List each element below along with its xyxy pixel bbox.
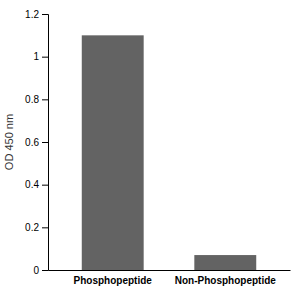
y-tick-label: 0.8 xyxy=(25,94,39,105)
y-tick-mark xyxy=(42,57,48,58)
y-tick: 0.6 xyxy=(25,137,48,148)
chart-svg: 0 0.2 0.4 0.6 0.8 1 1.2 Phosphopeptide Non-Phosp… xyxy=(0,0,300,300)
y-tick: 1.2 xyxy=(25,9,48,20)
x-tick: Phosphopeptide xyxy=(74,275,153,286)
x-axis-line xyxy=(49,270,291,271)
y-tick-label: 0.4 xyxy=(25,179,39,190)
y-tick-mark xyxy=(42,142,48,143)
bar xyxy=(194,255,256,270)
y-tick-label: 0.6 xyxy=(25,137,39,148)
y-tick-label: 1.2 xyxy=(25,9,39,20)
plot: 0 0.2 0.4 0.6 0.8 1 1.2 Phosphopeptide Non-Phosp… xyxy=(25,9,290,286)
y-axis-line xyxy=(42,15,49,271)
bars xyxy=(82,35,256,270)
y-tick-label: 1 xyxy=(33,51,39,62)
y-tick-mark xyxy=(42,185,48,186)
y-tick-label: 0 xyxy=(33,265,39,276)
y-tick: 0.2 xyxy=(25,222,48,233)
y-tick: 1 xyxy=(33,51,48,62)
chart-container: 0 0.2 0.4 0.6 0.8 1 1.2 Phosphopeptide Non-Phosp… xyxy=(0,0,300,300)
y-tick-mark xyxy=(42,270,48,271)
y-tick-label: 0.2 xyxy=(25,222,39,233)
y-tick: 0.8 xyxy=(25,94,48,105)
y-axis: 0 0.2 0.4 0.6 0.8 1 1.2 xyxy=(25,9,48,276)
x-tick-label: Phosphopeptide xyxy=(74,275,153,286)
x-tick-label: Non-Phosphopeptide xyxy=(175,275,277,286)
x-axis: Phosphopeptide Non-Phosphopeptide xyxy=(49,271,291,287)
y-tick-mark xyxy=(42,227,48,228)
y-tick: 0 xyxy=(33,265,48,276)
bar xyxy=(82,35,144,270)
y-tick-mark xyxy=(42,99,48,100)
y-tick-mark xyxy=(42,14,48,15)
x-tick: Non-Phosphopeptide xyxy=(175,275,277,286)
y-axis-title: OD 450 nm xyxy=(3,114,15,170)
y-tick: 0.4 xyxy=(25,179,48,190)
